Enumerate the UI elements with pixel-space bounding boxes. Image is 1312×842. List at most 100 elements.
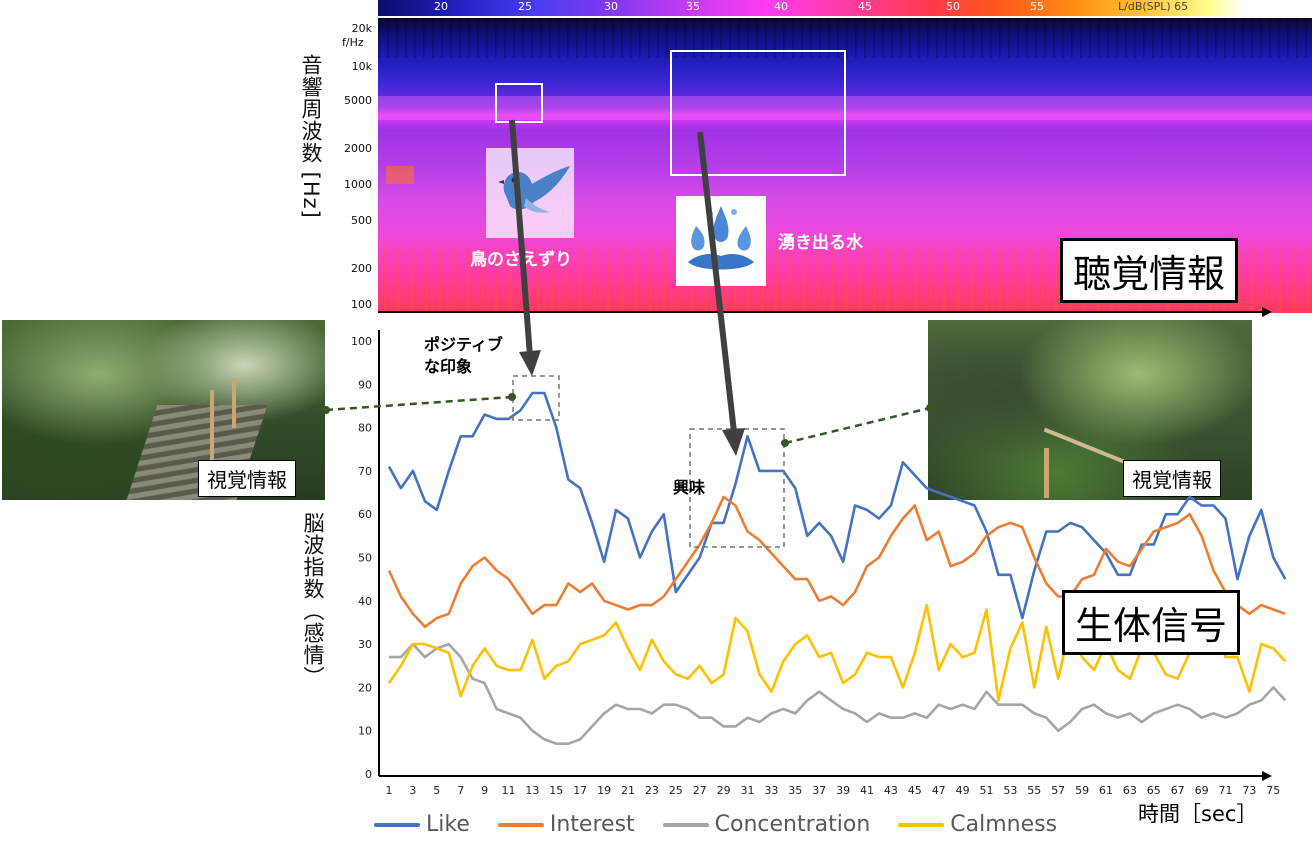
- positive-line2: な印象: [424, 357, 473, 376]
- colorbar-tick: 30: [604, 0, 618, 13]
- x-tick-label: 11: [502, 784, 516, 797]
- water-label: 湧き出る水: [778, 233, 863, 253]
- water-highlight-box: [670, 50, 846, 176]
- frequency-axis: f/Hz 20k 10k 5000 2000 1000 500 200 100: [330, 18, 378, 314]
- freq-tick: 100: [351, 298, 372, 311]
- x-tick-label: 21: [621, 784, 635, 797]
- x-tick-label: 9: [481, 784, 488, 797]
- legend-swatch: [662, 822, 709, 827]
- right-photo-connector: [784, 406, 931, 445]
- colorbar-tick: 50: [946, 0, 960, 13]
- y-tick-label: 0: [365, 768, 372, 781]
- colorbar-tick: 40: [774, 0, 788, 13]
- bird-icon: [486, 148, 574, 238]
- left-connector-dot-start: [322, 406, 330, 414]
- spectrogram-ylabel-text: 音響周波数 [Hz]: [299, 54, 323, 219]
- freq-unit-label: f/Hz: [342, 36, 364, 49]
- positive-impression-label: ポジティブ な印象: [424, 334, 503, 378]
- x-tick-label: 43: [884, 784, 898, 797]
- series-line-interest: [387, 495, 1286, 629]
- water-icon: [676, 196, 766, 286]
- auditory-info-box: 聴覚情報: [1060, 238, 1239, 303]
- y-tick-label: 30: [358, 638, 372, 651]
- freq-tick: 500: [351, 214, 372, 227]
- x-tick-label: 53: [1003, 784, 1017, 797]
- bird-arrow-head: [519, 350, 541, 376]
- x-tick-label: 49: [956, 784, 970, 797]
- x-tick-label: 47: [932, 784, 946, 797]
- x-tick-label: 25: [669, 784, 683, 797]
- y-tick-label: 60: [358, 508, 372, 521]
- colorbar-tick: 35: [686, 0, 700, 13]
- x-tick-label: 33: [764, 784, 778, 797]
- x-tick-label: 61: [1099, 784, 1113, 797]
- x-tick-label: 63: [1123, 784, 1137, 797]
- x-tick-label: 37: [812, 784, 826, 797]
- chart-legend: Like Interest Concentration Calmness: [374, 812, 1057, 837]
- x-tick-label: 57: [1051, 784, 1065, 797]
- bio-signal-box: 生体信号: [1062, 590, 1241, 655]
- spectrogram-ylabel: 音響周波数 [Hz]: [296, 54, 326, 223]
- x-tick-label: 39: [836, 784, 850, 797]
- legend-label: Calmness: [950, 812, 1058, 837]
- visual-info-label-left: 視覚情報: [198, 460, 296, 497]
- legend-swatch: [898, 822, 945, 827]
- legend-label: Interest: [549, 812, 635, 837]
- left-photo-connector: [325, 395, 513, 412]
- series-line-concentration: [389, 642, 1287, 746]
- freq-tick: 10k: [351, 60, 372, 73]
- x-tick-label: 71: [1219, 784, 1233, 797]
- colorbar-tick: 25: [518, 0, 532, 13]
- x-tick-label: 5: [433, 784, 440, 797]
- x-tick-label: 35: [788, 784, 802, 797]
- x-tick-label: 17: [573, 784, 587, 797]
- x-tick-label: 65: [1147, 784, 1161, 797]
- y-tick-label: 40: [358, 595, 372, 608]
- legend-swatch: [374, 822, 420, 827]
- x-tick-label: 45: [908, 784, 922, 797]
- y-tick-label: 80: [358, 422, 372, 435]
- x-tick-label: 15: [549, 784, 563, 797]
- freq-tick: 5000: [344, 94, 372, 107]
- colorbar-tick: 45: [858, 0, 872, 13]
- legend-label: Like: [426, 812, 470, 837]
- x-tick-label: 73: [1242, 784, 1256, 797]
- right-connector-dot-start: [781, 439, 789, 447]
- x-tick-label: 75: [1266, 784, 1280, 797]
- colorbar: 20 25 30 35 40 45 50 55 L/dB(SPL) 65: [378, 0, 1244, 16]
- x-tick-label: 23: [645, 784, 659, 797]
- x-tick-label: 69: [1195, 784, 1209, 797]
- x-tick-label: 13: [525, 784, 539, 797]
- legend-item-concentration: Concentration: [662, 812, 870, 837]
- x-tick-label: 7: [457, 784, 464, 797]
- colorbar-tick: 55: [1030, 0, 1044, 13]
- series-line-calmness: [387, 603, 1287, 702]
- x-axis-arrow: [1262, 771, 1272, 781]
- left-connector-dot-end: [508, 393, 516, 401]
- y-tick-label: 10: [358, 725, 372, 738]
- x-tick-label: 19: [597, 784, 611, 797]
- colorbar-ticks: 20 25 30 35 40 45 50 55 L/dB(SPL) 65: [378, 0, 1244, 16]
- right-connector-dot-end: [926, 404, 934, 412]
- freq-tick: 20k: [351, 22, 372, 35]
- chart-ylabel-text: 脳波指数（感情）: [301, 512, 325, 688]
- water-arrow-shaft: [697, 131, 737, 433]
- chart-xlabel: 時間［sec］: [1138, 802, 1258, 826]
- x-tick-label: 1: [386, 784, 393, 797]
- visual-info-label-right: 視覚情報: [1123, 460, 1221, 497]
- series-line-like: [387, 391, 1287, 620]
- bird-arrow-shaft: [509, 119, 533, 357]
- x-tick-label: 59: [1075, 784, 1089, 797]
- water-arrow-head: [722, 428, 745, 456]
- legend-item-interest: Interest: [497, 812, 635, 837]
- positive-line1: ポジティブ: [424, 335, 504, 354]
- freq-tick: 1000: [344, 178, 372, 191]
- spectrogram-time-arrow: [1262, 307, 1272, 317]
- freq-tick: 2000: [344, 142, 372, 155]
- y-tick-label: 100: [351, 335, 372, 348]
- chart-ylabel: 脳波指数（感情）: [298, 512, 328, 692]
- x-tick-label: 3: [409, 784, 416, 797]
- x-tick-label: 31: [741, 784, 755, 797]
- interest-label: 興味: [673, 478, 706, 497]
